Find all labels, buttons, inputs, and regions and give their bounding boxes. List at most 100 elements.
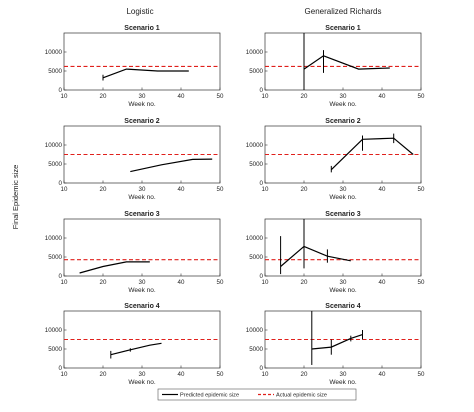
plot-area — [64, 338, 220, 359]
panel-1-richards: Scenario 1 10 20 30 40 50 0 5000 10000 Week no. — [246, 25, 425, 108]
x-tick-label: 50 — [418, 186, 425, 193]
predicted-epidemic-line — [303, 55, 390, 70]
x-axis-label: Week no. — [128, 101, 156, 108]
y-tick-label: 10000 — [246, 327, 264, 334]
x-tick-label: 30 — [340, 186, 347, 193]
x-tick-label: 40 — [178, 186, 185, 193]
legend-box — [157, 388, 357, 401]
panel-title: Scenario 4 — [325, 303, 361, 310]
x-axis-label: Week no. — [128, 379, 156, 386]
y-tick-label: 10000 — [45, 235, 63, 242]
plot-area — [64, 259, 220, 274]
plot-frame — [264, 32, 422, 91]
y-tick-label: 10000 — [45, 142, 63, 149]
legend-actual-label: Actual epidemic size — [276, 393, 327, 399]
plot-frame — [63, 218, 221, 277]
x-tick-label: 20 — [301, 186, 308, 193]
x-axis-label: Week no. — [128, 194, 156, 201]
predicted-epidemic-line — [280, 245, 351, 267]
x-tick-label: 10 — [262, 93, 269, 100]
x-tick-label: 20 — [100, 279, 107, 286]
y-tick-label: 0 — [59, 365, 63, 372]
y-tick-label: 5000 — [249, 161, 263, 168]
plot-area — [265, 311, 421, 365]
y-tick-label: 0 — [59, 273, 63, 280]
panel-title: Scenario 2 — [325, 118, 361, 125]
plot-area — [265, 33, 421, 90]
x-tick-label: 50 — [418, 371, 425, 378]
panel-title: Scenario 4 — [124, 303, 160, 310]
y-tick-label: 10000 — [246, 235, 264, 242]
y-tick-label: 0 — [59, 87, 63, 94]
y-tick-label: 0 — [59, 180, 63, 187]
x-tick-label: 40 — [379, 279, 386, 286]
x-tick-label: 30 — [139, 93, 146, 100]
x-tick-label: 20 — [301, 279, 308, 286]
x-axis-label: Week no. — [329, 101, 357, 108]
x-tick-label: 20 — [100, 371, 107, 378]
panel-3-logistic: Scenario 3 10 20 30 40 50 0 5000 10000 Week no. — [45, 211, 224, 294]
panel-title: Scenario 1 — [124, 25, 160, 32]
x-tick-label: 50 — [418, 279, 425, 286]
panel-3-richards: Scenario 3 10 20 30 40 50 0 5000 10000 Week no. — [246, 211, 425, 294]
panel-1-logistic: Scenario 1 10 20 30 40 50 0 5000 10000 Week no. — [45, 25, 224, 108]
y-tick-label: 10000 — [45, 49, 63, 56]
x-tick-label: 40 — [178, 279, 185, 286]
plot-frame — [264, 218, 422, 277]
predicted-epidemic-line — [330, 137, 414, 171]
x-tick-label: 20 — [301, 371, 308, 378]
y-tick-label: 5000 — [48, 161, 62, 168]
predicted-epidemic-line — [79, 261, 150, 274]
x-tick-label: 40 — [379, 93, 386, 100]
legend: Predicted epidemic size Actual epidemic … — [157, 388, 357, 401]
x-tick-label: 10 — [262, 279, 269, 286]
panel-4-richards: Scenario 4 10 20 30 40 50 0 5000 10000 Week no. — [246, 303, 425, 386]
panel-2-logistic: Scenario 2 10 20 30 40 50 0 5000 10000 Week no. — [45, 118, 224, 201]
x-tick-label: 30 — [139, 186, 146, 193]
x-tick-label: 10 — [61, 93, 68, 100]
y-tick-label: 5000 — [249, 346, 263, 353]
x-tick-label: 40 — [178, 371, 185, 378]
plot-area — [265, 219, 421, 275]
x-tick-label: 40 — [379, 371, 386, 378]
x-tick-label: 10 — [61, 371, 68, 378]
x-tick-label: 50 — [217, 371, 224, 378]
x-tick-label: 30 — [139, 371, 146, 378]
y-tick-label: 10000 — [45, 327, 63, 334]
x-tick-label: 40 — [379, 186, 386, 193]
x-tick-label: 10 — [262, 371, 269, 378]
y-tick-label: 0 — [260, 365, 264, 372]
plot-frame — [63, 32, 221, 91]
panel-title: Scenario 3 — [124, 211, 160, 218]
x-tick-label: 20 — [100, 186, 107, 193]
x-tick-label: 20 — [301, 93, 308, 100]
y-tick-label: 10000 — [246, 49, 264, 56]
panel-2-richards: Scenario 2 10 20 30 40 50 0 5000 10000 Week no. — [246, 118, 425, 201]
x-tick-label: 20 — [100, 93, 107, 100]
plot-area — [64, 153, 220, 173]
x-axis-label: Week no. — [329, 379, 357, 386]
panel-title: Scenario 1 — [325, 25, 361, 32]
x-tick-label: 10 — [61, 186, 68, 193]
x-axis-label: Week no. — [128, 287, 156, 294]
plot-area — [64, 65, 220, 81]
panel-title: Scenario 3 — [325, 211, 361, 218]
predicted-epidemic-line — [311, 334, 363, 350]
x-tick-label: 50 — [418, 93, 425, 100]
y-tick-label: 5000 — [48, 68, 62, 75]
predicted-epidemic-line — [130, 158, 213, 173]
legend-predicted-label: Predicted epidemic size — [180, 393, 239, 399]
y-tick-label: 5000 — [48, 346, 62, 353]
column-title-logistic: Logistic — [126, 7, 153, 16]
panel-4-logistic: Scenario 4 10 20 30 40 50 0 5000 10000 Week no. — [45, 303, 224, 386]
panel-title: Scenario 2 — [124, 118, 160, 125]
x-tick-label: 40 — [178, 93, 185, 100]
x-tick-label: 30 — [340, 93, 347, 100]
x-tick-label: 10 — [61, 279, 68, 286]
y-tick-label: 0 — [260, 87, 264, 94]
y-tick-label: 10000 — [246, 142, 264, 149]
y-tick-label: 5000 — [249, 68, 263, 75]
figure-ylabel: Final Epidemic size — [11, 165, 20, 230]
